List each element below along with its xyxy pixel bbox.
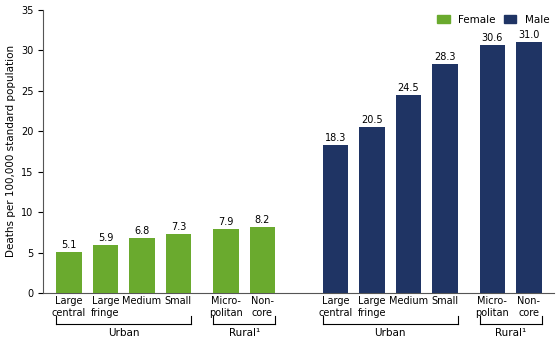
Legend: Female, Male: Female, Male	[437, 15, 549, 25]
Text: Urban: Urban	[375, 328, 406, 338]
Text: Rural¹: Rural¹	[495, 328, 526, 338]
Bar	[359, 127, 385, 293]
Text: 28.3: 28.3	[434, 52, 456, 62]
Bar	[479, 45, 505, 293]
Text: 7.3: 7.3	[171, 222, 186, 232]
Text: 31.0: 31.0	[518, 30, 540, 40]
Bar	[432, 64, 458, 293]
Text: 24.5: 24.5	[398, 83, 419, 93]
Bar	[395, 95, 421, 293]
Text: 8.2: 8.2	[255, 215, 270, 225]
Text: 5.9: 5.9	[97, 233, 113, 243]
Text: 5.1: 5.1	[61, 240, 77, 250]
Bar	[129, 238, 155, 293]
Bar	[213, 229, 239, 293]
Text: 30.6: 30.6	[482, 33, 503, 43]
Bar	[323, 145, 348, 293]
Y-axis label: Deaths per 100,000 standard population: Deaths per 100,000 standard population	[6, 45, 16, 257]
Bar	[56, 252, 82, 293]
Text: 7.9: 7.9	[218, 217, 234, 227]
Bar	[250, 227, 275, 293]
Bar	[92, 246, 118, 293]
Text: Urban: Urban	[108, 328, 139, 338]
Bar	[516, 42, 542, 293]
Bar	[166, 234, 191, 293]
Text: Rural¹: Rural¹	[228, 328, 260, 338]
Text: 20.5: 20.5	[361, 115, 382, 125]
Text: 6.8: 6.8	[134, 226, 150, 236]
Text: 18.3: 18.3	[325, 133, 346, 143]
